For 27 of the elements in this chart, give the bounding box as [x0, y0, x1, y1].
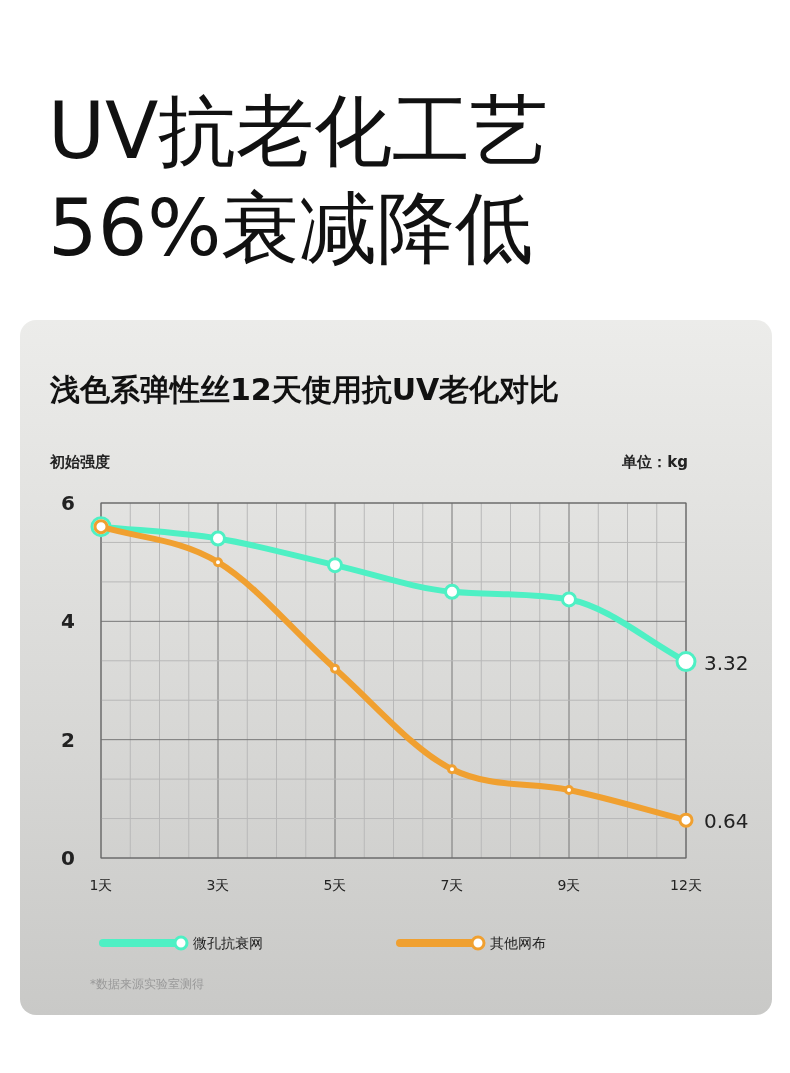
x-tick-label: 9天: [557, 877, 581, 893]
y-tick-label: 4: [61, 609, 75, 634]
point: [561, 591, 577, 608]
chart-title: UV抗老化工艺: [48, 86, 549, 176]
point: [330, 663, 340, 674]
legend-label: 其他网布: [490, 935, 546, 951]
point: [327, 557, 343, 574]
y-tick-label: 2: [61, 727, 75, 752]
x-tick-label: 1天: [89, 877, 113, 893]
x-tick-label: 5天: [323, 877, 347, 893]
data-label: 0.64: [704, 809, 749, 834]
y-axis-title: 初始强度: [49, 453, 110, 471]
point: [213, 557, 223, 568]
y-tick-label: 0: [61, 846, 75, 870]
point: [447, 764, 457, 775]
chart-subtitle: 56%衰减降低: [48, 183, 534, 273]
point: [564, 784, 574, 795]
text: 浅色系弹性丝12天使用抗UV老化对比: [49, 372, 560, 407]
point: [210, 530, 226, 547]
point: [444, 583, 460, 600]
legend-label: 微孔抗衰网: [193, 935, 263, 951]
y-tick-label: 6: [61, 491, 75, 515]
x-tick-label: 3天: [206, 877, 230, 893]
text: 单位：kg: [621, 453, 688, 471]
data-label: 3.32: [704, 650, 749, 675]
x-tick-label: 12天: [670, 877, 702, 893]
x-tick-label: 7天: [440, 877, 464, 893]
